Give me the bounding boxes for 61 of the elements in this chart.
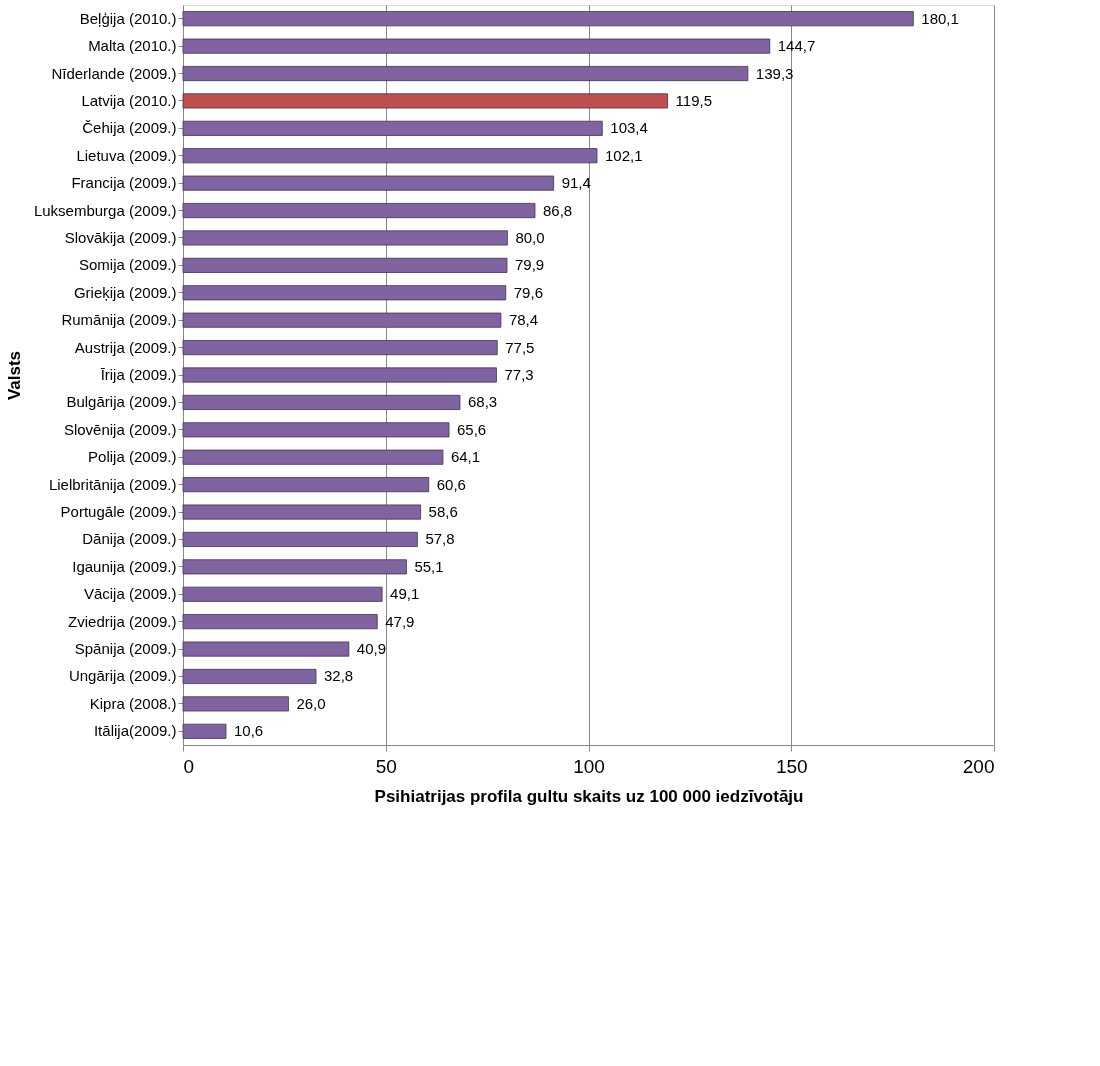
- y-tick-label: Grieķija (2009.): [73, 283, 177, 301]
- data-label: 47,9: [385, 612, 415, 630]
- data-label: 103,4: [610, 119, 648, 137]
- data-label: 26,0: [296, 694, 326, 712]
- data-label: 32,8: [324, 667, 354, 685]
- data-label: 78,4: [508, 311, 539, 329]
- x-tick-label: 150: [775, 755, 808, 777]
- y-axis-title: Valsts: [4, 350, 24, 401]
- y-tick-label: Ungārija (2009.): [68, 667, 177, 685]
- data-label: 65,6: [457, 420, 487, 438]
- y-tick-label: Nīderlande (2009.): [51, 64, 177, 82]
- y-tick-label: Lielbritānija (2009.): [48, 475, 177, 493]
- data-label: 77,3: [504, 366, 534, 383]
- data-label: 64,1: [450, 448, 481, 466]
- data-label: 79,6: [513, 283, 543, 301]
- y-tick-label: Portugāle (2009.): [60, 503, 177, 521]
- data-label: 91,4: [561, 174, 591, 192]
- y-tick-label: Austrija (2009.): [74, 338, 177, 356]
- data-label: 79,9: [514, 256, 545, 274]
- data-label: 80,0: [515, 228, 545, 246]
- data-label: 55,1: [414, 557, 444, 575]
- y-tick-label: Slovākija (2009.): [64, 228, 177, 246]
- data-label: 180,1: [921, 9, 959, 27]
- x-tick-label: 0: [183, 755, 195, 777]
- x-tick-label: 200: [962, 755, 995, 777]
- y-tick-label: Rumānija (2009.): [61, 311, 177, 329]
- y-tick-label: Igaunija (2009.): [72, 557, 177, 575]
- data-label: 102,1: [605, 146, 643, 164]
- data-label: 119,5: [675, 91, 713, 109]
- data-label: 49,1: [390, 585, 420, 603]
- data-label: 40,9: [356, 640, 387, 658]
- x-tick-label: 100: [573, 755, 605, 777]
- x-axis-title: Psihiatrijas profila gultu skaits uz 100 000 iedzīvotāju: [374, 786, 804, 806]
- data-label: 57,8: [425, 530, 455, 548]
- y-tick-label: Itālija(2009.): [93, 722, 177, 740]
- x-tick-label: 50: [375, 755, 397, 777]
- y-tick-label: Spānija (2009.): [74, 640, 177, 658]
- y-tick-label: Dānija (2009.): [82, 530, 177, 548]
- y-tick-label: Zviedrija (2009.): [68, 612, 177, 630]
- y-tick-label: Slovēnija (2009.): [63, 420, 177, 438]
- data-label: 10,6: [233, 722, 264, 740]
- data-label: 58,6: [428, 503, 458, 521]
- data-label: 77,5: [505, 338, 535, 356]
- y-tick-label: Latvija (2010.): [81, 91, 177, 109]
- data-label: 139,3: [755, 64, 794, 82]
- data-label: 60,6: [436, 475, 466, 493]
- y-tick-label: Malta (2010.): [88, 37, 177, 55]
- y-tick-label: Francija (2009.): [71, 174, 177, 192]
- y-tick-label: Lietuva (2009.): [76, 146, 177, 164]
- y-tick-label: Polija (2009.): [88, 448, 177, 466]
- y-tick-label: Čehija (2009.): [82, 119, 177, 137]
- y-tick-label: Vācija (2009.): [83, 585, 177, 603]
- data-label: 86,8: [542, 201, 573, 219]
- y-tick-label: Kipra (2008.): [89, 694, 177, 712]
- data-label: 68,3: [467, 393, 498, 411]
- y-tick-label: Bulgārija (2009.): [66, 393, 177, 411]
- y-tick-label: Beļģija (2010.): [79, 9, 177, 27]
- y-tick-label: Luksemburga (2009.): [33, 201, 177, 219]
- data-label: 144,7: [777, 37, 816, 55]
- y-tick-label: Īrija (2009.): [100, 366, 177, 383]
- y-tick-label: Somija (2009.): [78, 256, 177, 274]
